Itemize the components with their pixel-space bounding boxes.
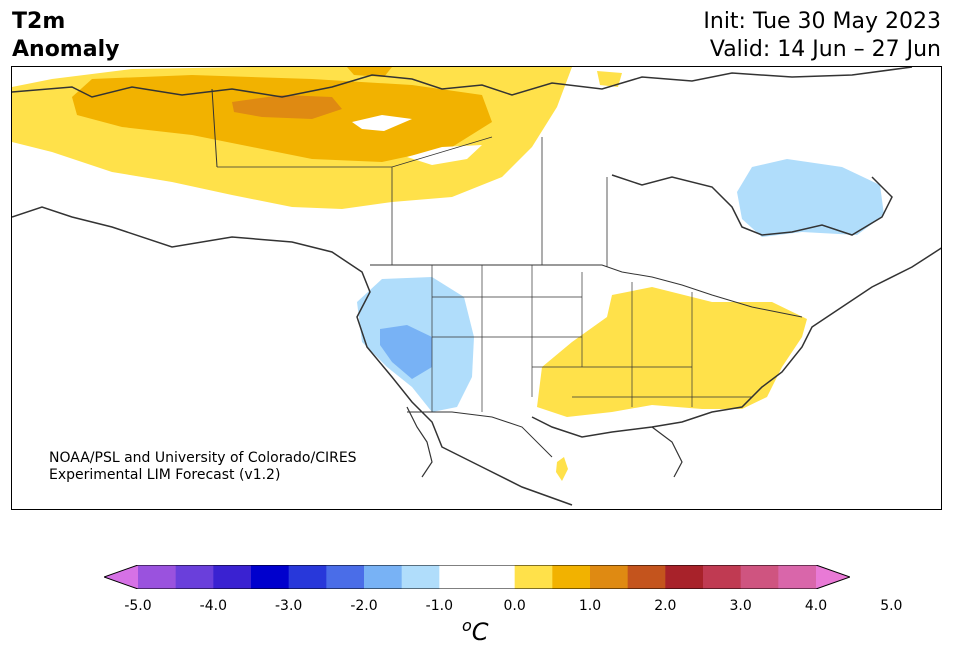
colorbar-tick-labels: -5.0 -4.0 -3.0 -2.0 -1.0 0.0 1.0 2.0 3.0 4.0 5.0 xyxy=(0,598,953,618)
warm-patch-gulf xyxy=(556,457,568,481)
colorbar-bin xyxy=(627,565,666,589)
colorbar-tick-label: 0.0 xyxy=(503,598,526,614)
colorbar-bin xyxy=(288,565,327,589)
colorbar-bin xyxy=(590,565,629,589)
colorbar-bin xyxy=(326,565,365,589)
colorbar-bin xyxy=(703,565,742,589)
colorbar-tick-label: 4.0 xyxy=(804,598,828,614)
white-patch-b xyxy=(407,145,482,165)
colorbar-bin xyxy=(439,565,478,589)
colorbar-bin xyxy=(665,565,704,589)
colorbar-bin xyxy=(740,565,779,589)
colorbar-tick-label: 2.0 xyxy=(654,598,677,614)
forecast-credit: NOAA/PSL and University of Colorado/CIRE… xyxy=(49,450,357,484)
anomaly-map xyxy=(11,66,942,510)
warm-region-north-core xyxy=(232,95,342,119)
colorbar-tick-label: -3.0 xyxy=(274,598,303,614)
unit-degree: o xyxy=(462,616,472,635)
border-canada-us xyxy=(370,264,803,318)
valid-range: Valid: 14 Jun – 27 Jun xyxy=(709,37,941,62)
warm-patch-top-b xyxy=(597,71,622,87)
warm-patch-top-a xyxy=(347,67,392,77)
map-canvas xyxy=(12,67,941,506)
credit-line-1: NOAA/PSL and University of Colorado/CIRE… xyxy=(49,450,357,466)
border-canada-provinces xyxy=(217,136,608,267)
colorbar-tick-label: -4.0 xyxy=(199,598,227,614)
colorbar-bin xyxy=(477,565,516,589)
coastline-west xyxy=(12,206,573,506)
colorbar-bin xyxy=(213,565,252,589)
colorbar-bin xyxy=(778,565,817,589)
cold-region-west-core xyxy=(380,325,432,379)
border-us-mexico xyxy=(407,411,553,458)
colorbar-unit: oC xyxy=(462,616,489,646)
colorbar-bin xyxy=(514,565,553,589)
init-date: Init: Tue 30 May 2023 xyxy=(703,9,941,34)
colorbar-tick-label: 3.0 xyxy=(729,598,752,614)
title-line-2: Anomaly xyxy=(12,37,120,62)
state-borders xyxy=(431,265,752,412)
colorbar-tick-label: -5.0 xyxy=(124,598,152,614)
colorbar-bin xyxy=(552,565,591,589)
colorbar-tick-label: -2.0 xyxy=(350,598,378,614)
forecast-dates: Init: Tue 30 May 2023 Valid: 14 Jun – 27… xyxy=(703,8,941,64)
border-alaska xyxy=(211,88,218,168)
warm-region-east xyxy=(537,287,807,417)
colorbar-bin xyxy=(175,565,214,589)
colorbar-bin xyxy=(251,565,290,589)
colorbar xyxy=(102,564,852,590)
credit-line-2: Experimental LIM Forecast (v1.2) xyxy=(49,467,281,483)
coastline-florida xyxy=(651,426,683,478)
coastline-baja xyxy=(406,406,433,478)
colorbar-tick-label: -1.0 xyxy=(425,598,453,614)
colorbar-tick-label: 5.0 xyxy=(880,598,903,614)
warm-region-north-mid xyxy=(72,75,492,162)
title-line-1: T2m xyxy=(12,9,66,34)
colorbar-bin xyxy=(401,565,440,589)
colorbar-tick-label: 1.0 xyxy=(578,598,602,614)
colorbar-bin xyxy=(364,565,403,589)
cold-region-east xyxy=(737,159,884,237)
map-title: T2m Anomaly xyxy=(12,8,119,64)
white-patch-a xyxy=(352,115,412,131)
coastline-hudson xyxy=(611,174,893,236)
colorbar-svg xyxy=(102,564,852,590)
unit-letter: C xyxy=(471,618,489,646)
colorbar-bin xyxy=(138,565,177,589)
colorbar-extend-low xyxy=(104,565,138,589)
colorbar-extend-high xyxy=(816,565,850,589)
coastline-north xyxy=(12,67,913,98)
